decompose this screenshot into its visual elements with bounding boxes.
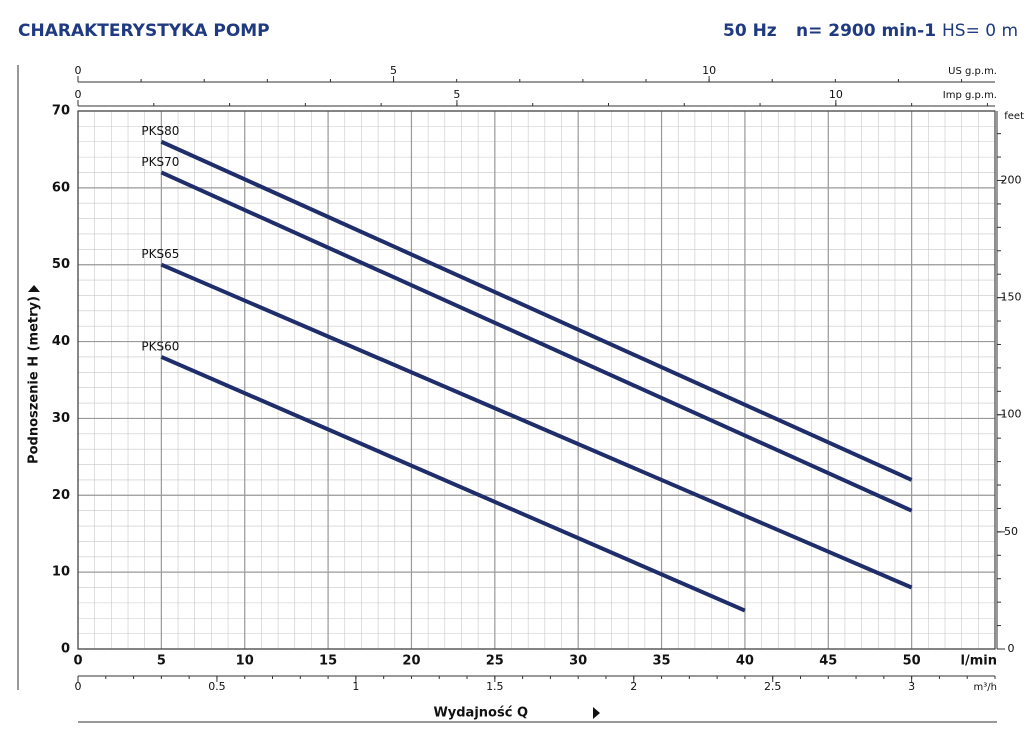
axis-unit: US g.p.m. [948,66,997,77]
plot-border [77,110,996,650]
y2-tick-label: 150 [1001,291,1022,304]
y-tick-label: 10 [52,565,70,580]
x-tick-label: 40 [736,654,754,669]
arrow [593,707,600,719]
x-tick-label: 10 [236,654,254,669]
secondary-tick-label: 1 [352,680,359,693]
y2-tick-label: 200 [1001,173,1022,186]
x-tick-label: 45 [819,654,837,669]
header-item: 50 Hz [723,21,777,41]
y2-tick-label: 100 [1001,408,1022,421]
secondary-tick-label: 2 [630,680,637,693]
secondary-tick-label: 5 [453,88,460,101]
x-tick-label: 35 [652,654,670,669]
y-tick-label: 60 [52,180,70,195]
y-tick-label: 40 [52,334,70,349]
series-label: PKS70 [141,155,179,169]
x-tick-label: 20 [402,654,420,669]
y-tick-label: 30 [52,411,70,426]
x-unit: l/min [961,654,997,669]
secondary-tick-label: 0.5 [208,680,226,693]
secondary-tick-label: 2.5 [764,680,782,693]
y-tick-label: 70 [52,104,70,119]
y2-tick-label: 0 [1008,642,1015,655]
secondary-tick-label: 10 [829,88,843,101]
y-tick-label: 0 [61,642,70,657]
header-item: n= 2900 min-1 [796,21,936,41]
header-item: HS= 0 m [942,21,1018,41]
y2-tick-label: 50 [1004,525,1018,538]
x-tick-label: 50 [903,654,921,669]
y-axis-label: Podnoszenie H (metry) [27,296,42,464]
series-label: PKS65 [141,247,179,261]
chart-title: CHARAKTERYSTYKA POMP [18,21,270,41]
secondary-tick-label: 10 [702,64,716,77]
axis-unit: feet [1004,111,1024,122]
x-tick-label: 0 [73,654,82,669]
secondary-tick-label: 1.5 [486,680,504,693]
curve [160,139,913,482]
arrow [28,285,40,292]
curve [160,355,746,613]
secondary-tick-label: 0 [75,64,82,77]
series-label: PKS60 [141,339,179,353]
secondary-tick-label: 5 [390,64,397,77]
x-tick-label: 30 [569,654,587,669]
x-tick-label: 25 [486,654,504,669]
x-tick-label: 5 [157,654,166,669]
secondary-tick-label: 0 [75,88,82,101]
series-label: PKS80 [141,124,179,138]
y-tick-label: 20 [52,488,70,503]
secondary-tick-label: 3 [908,680,915,693]
axis-unit: Imp g.p.m. [943,90,997,101]
x-axis-label: Wydajność Q [433,706,528,721]
curve [160,170,913,513]
curve [160,262,913,590]
y-tick-label: 50 [52,257,70,272]
secondary-tick-label: 0 [75,680,82,693]
axis-unit: m³/h [974,682,997,693]
x-tick-label: 15 [319,654,337,669]
